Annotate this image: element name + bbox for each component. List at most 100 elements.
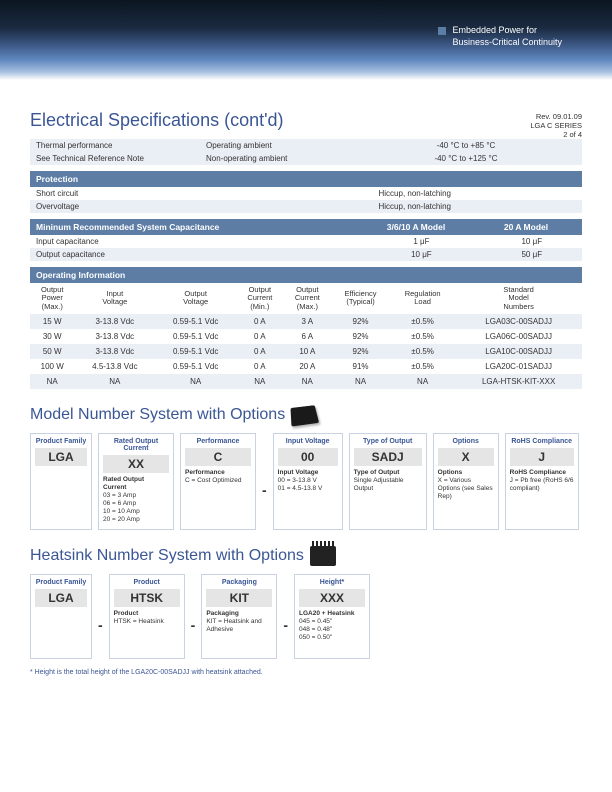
op-cell: 0.59-5.1 Vdc (155, 314, 236, 329)
op-cell: 10 A (284, 344, 332, 359)
separator-dash: - (283, 599, 288, 633)
model-box-header: Packaging (206, 579, 272, 586)
op-cell: ±0.5% (390, 359, 455, 374)
op-cell: ±0.5% (390, 344, 455, 359)
separator-dash: - (191, 599, 196, 633)
op-cell: 20 A (284, 359, 332, 374)
op-cell: NA (236, 374, 284, 389)
op-cell: ±0.5% (390, 314, 455, 329)
op-cell: NA (390, 374, 455, 389)
protection-table: Short circuitHiccup, non-latching Overvo… (30, 187, 582, 213)
model-box-code: HTSK (114, 589, 180, 607)
op-cell: 92% (331, 314, 390, 329)
op-col-header: OutputPower(Max.) (30, 283, 74, 314)
model-box: Options X OptionsX = Various Options (se… (433, 433, 499, 530)
header-tagline-box: Embedded Power for Business-Critical Con… (438, 25, 562, 48)
op-cell: LGA20C-01SADJJ (455, 359, 582, 374)
operating-table: OutputPower(Max.)InputVoltageOutputVolta… (30, 283, 582, 389)
op-cell: 0.59-5.1 Vdc (155, 359, 236, 374)
model-box-desc: Rated Output Current03 = 3 Amp06 = 6 Amp… (103, 476, 169, 525)
capacitance-header: Mininum Recommended System Capacitance 3… (30, 219, 582, 235)
op-cell: 0 A (236, 314, 284, 329)
model-box-header: RoHS Compliance (510, 438, 574, 445)
cap-v2: 50 μF (482, 248, 582, 261)
model-box-header: Rated Output Current (103, 438, 169, 452)
model-box-code: XXX (299, 589, 365, 607)
model-box: Input Voltage 00 Input Voltage00 = 3-13.… (273, 433, 343, 530)
model-box: Type of Output SADJ Type of OutputSingle… (349, 433, 427, 530)
op-col-header: OutputCurrent(Max.) (284, 283, 332, 314)
op-col-header: RegulationLoad (390, 283, 455, 314)
brand-square-icon (438, 27, 446, 35)
model-box-code: SADJ (354, 448, 422, 466)
op-cell: NA (284, 374, 332, 389)
header-banner: Embedded Power for Business-Critical Con… (0, 0, 612, 80)
op-col-header: StandardModelNumbers (455, 283, 582, 314)
op-cell: 30 W (30, 329, 74, 344)
model-box: Product Family LGA (30, 574, 92, 659)
model-box: Packaging KIT PackagingKIT = Heatsink an… (201, 574, 277, 659)
model-box-desc: PackagingKIT = Heatsink and Adhesive (206, 610, 272, 634)
model-box-desc: LGA20 + Heatsink045 = 0.45"048 = 0.48"05… (299, 610, 365, 643)
op-cell: 100 W (30, 359, 74, 374)
operating-header: Operating Information (30, 267, 582, 283)
protection-header: Protection (30, 171, 582, 187)
op-cell: NA (74, 374, 155, 389)
thermal-r1c3: -40 °C to +85 °C (350, 139, 582, 152)
footnote: * Height is the total height of the LGA2… (30, 669, 582, 676)
op-cell: 91% (331, 359, 390, 374)
cap-label: Output capacitance (30, 248, 361, 261)
cap-v2: 10 μF (482, 235, 582, 248)
model-row: Product Family LGA Rated Output Current … (30, 433, 582, 530)
model-box-code: X (438, 448, 494, 466)
op-cell: 15 W (30, 314, 74, 329)
model-box-header: Type of Output (354, 438, 422, 445)
model-box-code: C (185, 448, 251, 466)
tagline-1: Embedded Power for (452, 25, 562, 37)
cap-v1: 1 μF (361, 235, 481, 248)
heatsink-icon (310, 546, 336, 566)
op-col-header: InputVoltage (74, 283, 155, 314)
heatsink-row: Product Family LGA -Product HTSK Product… (30, 574, 582, 659)
model-box-code: J (510, 448, 574, 466)
thermal-r2c3: -40 °C to +125 °C (350, 152, 582, 165)
model-box: RoHS Compliance J RoHS ComplianceJ = Pb … (505, 433, 579, 530)
op-cell: 4.5-13.8 Vdc (74, 359, 155, 374)
thermal-table: Thermal performance Operating ambient -4… (30, 139, 582, 165)
op-cell: 3 A (284, 314, 332, 329)
model-box-desc: ProductHTSK = Heatsink (114, 610, 180, 626)
model-box-desc: RoHS ComplianceJ = Pb free (RoHS 6/6 com… (510, 469, 574, 493)
op-cell: 3-13.8 Vdc (74, 344, 155, 359)
rev-page: 2 of 4 (530, 130, 582, 139)
op-cell: LGA06C-00SADJJ (455, 329, 582, 344)
op-cell: NA (155, 374, 236, 389)
op-cell: 0.59-5.1 Vdc (155, 329, 236, 344)
model-box: Product HTSK ProductHTSK = Heatsink (109, 574, 185, 659)
model-box-code: LGA (35, 448, 87, 466)
page-title: Electrical Specifications (cont'd) (30, 110, 582, 131)
separator-dash: - (98, 599, 103, 633)
rev-series: LGA C SERIES (530, 121, 582, 130)
op-col-header: Efficiency(Typical) (331, 283, 390, 314)
op-cell: 0 A (236, 359, 284, 374)
op-cell: 0.59-5.1 Vdc (155, 344, 236, 359)
op-cell: LGA-HTSK-KIT-XXX (455, 374, 582, 389)
tagline-2: Business-Critical Continuity (452, 37, 562, 49)
op-cell: 92% (331, 344, 390, 359)
model-box-code: 00 (278, 448, 338, 466)
op-cell: 3-13.8 Vdc (74, 329, 155, 344)
model-box-header: Product Family (35, 438, 87, 445)
model-box-desc: Input Voltage00 = 3-13.8 V01 = 4.5-13.8 … (278, 469, 338, 493)
model-box-code: XX (103, 455, 169, 473)
op-cell: 0 A (236, 329, 284, 344)
capacitance-table: Input capacitance 1 μF 10 μF Output capac… (30, 235, 582, 261)
op-cell: 92% (331, 329, 390, 344)
model-box-header: Input Voltage (278, 438, 338, 445)
op-cell: 6 A (284, 329, 332, 344)
thermal-r2c2: Non-operating ambient (200, 152, 350, 165)
chip-icon (291, 405, 320, 426)
op-cell: 50 W (30, 344, 74, 359)
rev-date: Rev. 09.01.09 (530, 112, 582, 121)
cap-label: Input capacitance (30, 235, 361, 248)
op-cell: ±0.5% (390, 329, 455, 344)
